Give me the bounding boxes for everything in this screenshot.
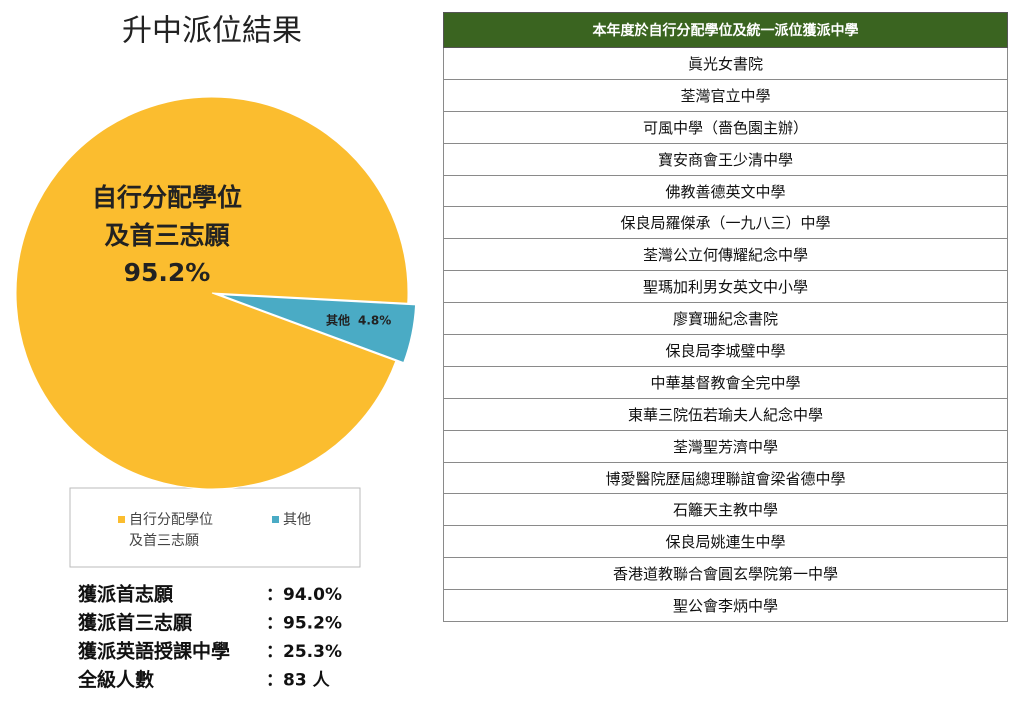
table-row: 可風中學（嗇色園主辦） bbox=[443, 110, 1008, 144]
table-row: 寶安商會王少清中學 bbox=[443, 142, 1008, 176]
school-name: 佛教善德英文中學 bbox=[443, 174, 1008, 208]
table-row: 佛教善德英文中學 bbox=[443, 174, 1008, 208]
chart-title: 升中派位結果 bbox=[122, 14, 302, 49]
table-row: 聖瑪加利男女英文中小學 bbox=[443, 270, 1008, 304]
school-name: 眞光女書院 bbox=[443, 47, 1008, 80]
table-row: 保良局李城璧中學 bbox=[443, 334, 1008, 367]
chart: 升中派位結果 自行分配學位及首三志願 95.2% 其他 4.8% 自行分配學位及首三志願… bbox=[15, 14, 417, 691]
table-row: 廖寶珊紀念書院 bbox=[443, 302, 1008, 336]
legend-swatch bbox=[118, 516, 125, 523]
table-row: 聖公會李炳中學 bbox=[443, 589, 1008, 623]
stat-label: 獲派英語授課中學 bbox=[78, 640, 230, 663]
school-name: 保良局姚連生中學 bbox=[443, 525, 1008, 559]
slice-value: 95.2% bbox=[124, 258, 211, 287]
school-name: 保良局李城璧中學 bbox=[443, 334, 1008, 367]
school-name: 中華基督教會全完中學 bbox=[443, 365, 1008, 399]
school-name: 博愛醫院歷屆總理聯誼會梁省德中學 bbox=[443, 461, 1008, 495]
school-name: 可風中學（嗇色園主辦） bbox=[443, 110, 1008, 144]
school-name: 香港道教聯合會圓玄學院第一中學 bbox=[443, 557, 1008, 591]
school-name: 東華三院伍若瑜夫人紀念中學 bbox=[443, 397, 1008, 431]
legend-box bbox=[69, 487, 361, 568]
table-row: 保良局羅傑承（一九八三）中學 bbox=[443, 206, 1008, 240]
table-row: 中華基督教會全完中學 bbox=[443, 365, 1008, 399]
table-row: 保良局姚連生中學 bbox=[443, 525, 1008, 559]
stat-value: ：25.3% bbox=[266, 642, 342, 662]
slice-value: 4.8% bbox=[358, 314, 391, 328]
school-name: 荃灣官立中學 bbox=[443, 78, 1008, 112]
stat-label: 獲派首三志願 bbox=[78, 611, 193, 634]
table-row: 眞光女書院 bbox=[443, 47, 1008, 80]
school-name: 聖公會李炳中學 bbox=[443, 589, 1008, 623]
table-row: 荃灣官立中學 bbox=[443, 78, 1008, 112]
table-row: 荃灣公立何傳耀紀念中學 bbox=[443, 238, 1008, 272]
school-name: 聖瑪加利男女英文中小學 bbox=[443, 270, 1008, 304]
legend-label: 自行分配學位及首三志願 bbox=[129, 512, 213, 549]
table-row: 東華三院伍若瑜夫人紀念中學 bbox=[443, 397, 1008, 431]
stat-value: ：95.2% bbox=[266, 614, 342, 634]
stat-value: ：83 人 bbox=[266, 671, 331, 691]
pie-slice bbox=[219, 294, 417, 364]
stat-label: 獲派首志願 bbox=[78, 583, 174, 606]
table-row: 香港道教聯合會圓玄學院第一中學 bbox=[443, 557, 1008, 591]
table-row: 荃灣聖芳濟中學 bbox=[443, 429, 1008, 463]
school-table: 本年度於自行分配學位及統一派位獲派中學 眞光女書院 荃灣官立中學 可風中學（嗇色園主… bbox=[443, 12, 1008, 623]
school-name: 荃灣聖芳濟中學 bbox=[443, 429, 1008, 463]
legend-swatch bbox=[272, 516, 279, 523]
school-name: 保良局羅傑承（一九八三）中學 bbox=[443, 206, 1008, 240]
school-name: 荃灣公立何傳耀紀念中學 bbox=[443, 238, 1008, 272]
school-name: 寶安商會王少清中學 bbox=[443, 142, 1008, 176]
stat-value: ：94.0% bbox=[266, 585, 342, 605]
table-row: 石籬天主教中學 bbox=[443, 493, 1008, 527]
stat-label: 全級人數 bbox=[77, 668, 154, 691]
slice-label: 其他 bbox=[326, 313, 350, 328]
slice-label: 自行分配學位及首三志願 bbox=[92, 183, 242, 250]
school-name: 廖寶珊紀念書院 bbox=[443, 302, 1008, 336]
table-header: 本年度於自行分配學位及統一派位獲派中學 bbox=[443, 12, 1008, 48]
legend-label: 其他 bbox=[283, 512, 311, 528]
table-row: 博愛醫院歷屆總理聯誼會梁省德中學 bbox=[443, 461, 1008, 495]
pie-slice bbox=[15, 96, 409, 490]
school-name: 石籬天主教中學 bbox=[443, 493, 1008, 527]
